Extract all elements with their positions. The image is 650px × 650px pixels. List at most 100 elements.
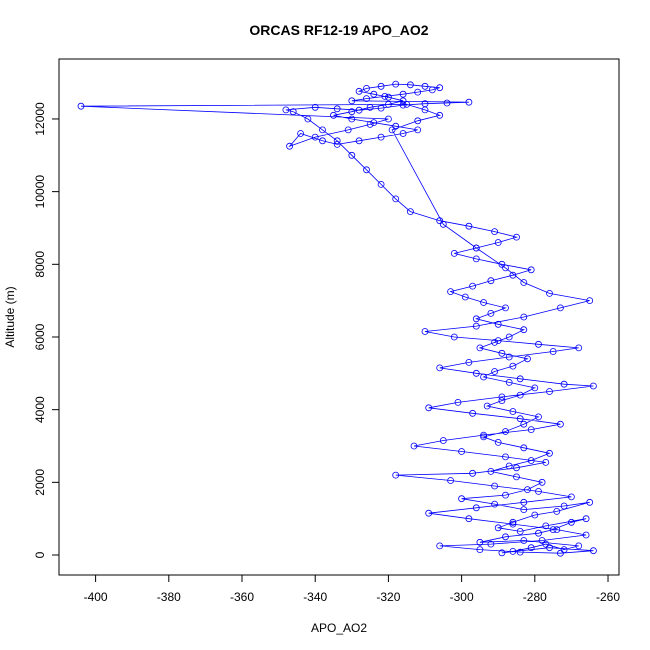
series-line — [80, 83, 594, 554]
data-point — [421, 328, 429, 335]
data-point — [520, 420, 528, 428]
data-point — [458, 495, 466, 503]
data-point — [546, 388, 553, 395]
data-point — [399, 90, 407, 98]
data-point — [447, 477, 455, 484]
data-point — [458, 448, 466, 455]
data-point — [282, 106, 290, 114]
data-point — [487, 309, 495, 317]
data-point — [472, 255, 480, 263]
data-point — [439, 220, 447, 228]
data-point — [406, 208, 414, 216]
data-point — [527, 457, 535, 464]
data-point — [494, 239, 502, 246]
data-point — [553, 526, 561, 533]
data-point — [472, 322, 480, 330]
data-point — [348, 108, 356, 116]
data-point — [498, 397, 506, 405]
data-point — [363, 95, 370, 102]
data-point — [344, 126, 352, 134]
data-point — [355, 87, 363, 95]
data-point — [505, 353, 513, 361]
data-point — [436, 364, 444, 372]
data-point — [513, 473, 520, 481]
data-point — [546, 544, 553, 552]
data-point — [487, 467, 495, 475]
y-tick-label: 10000 — [33, 175, 47, 209]
y-tick-label: 6000 — [33, 323, 47, 350]
data-point — [516, 548, 524, 556]
data-point — [531, 511, 539, 519]
data-point — [465, 222, 473, 230]
data-point — [494, 320, 502, 328]
data-point — [494, 524, 502, 532]
y-tick-label: 12000 — [33, 102, 47, 136]
data-point — [480, 299, 488, 306]
data-point — [582, 515, 590, 523]
data-point — [454, 398, 462, 406]
data-point — [586, 498, 594, 506]
data-point — [476, 538, 484, 546]
data-point — [516, 415, 524, 423]
data-point — [520, 313, 528, 321]
data-point — [436, 217, 444, 225]
data-point — [498, 393, 506, 401]
x-tick-label: -380 — [157, 590, 181, 604]
data-point — [414, 88, 422, 96]
data-point — [524, 486, 531, 494]
data-point — [509, 548, 517, 555]
data-point — [557, 304, 564, 312]
x-tick-label: -360 — [230, 590, 254, 604]
data-point — [465, 515, 473, 523]
data-point — [461, 293, 469, 301]
data-point — [502, 264, 509, 272]
data-point — [311, 103, 319, 111]
data-point — [348, 115, 356, 123]
data-point — [450, 249, 458, 257]
data-point — [388, 126, 396, 134]
data-point — [549, 526, 557, 533]
data-point — [542, 540, 550, 548]
data-point — [520, 537, 528, 544]
data-point — [363, 166, 370, 174]
data-point — [568, 518, 575, 526]
x-tick-label: -340 — [303, 590, 327, 604]
data-point — [491, 500, 499, 508]
x-axis-label: APO_AO2 — [311, 621, 367, 635]
data-point — [447, 288, 455, 296]
data-point — [399, 101, 407, 109]
data-point — [549, 348, 557, 355]
data-point — [560, 546, 568, 553]
data-point — [384, 93, 392, 101]
data-point — [531, 384, 539, 392]
data-point — [436, 84, 444, 92]
x-tick-label: -280 — [523, 590, 547, 604]
data-point — [546, 449, 553, 457]
data-point — [403, 101, 411, 108]
data-point — [333, 140, 341, 148]
data-point — [509, 520, 517, 528]
data-point — [483, 402, 491, 410]
data-point — [472, 504, 480, 512]
data-point — [286, 142, 294, 150]
data-point — [476, 546, 484, 553]
data-point — [414, 117, 422, 125]
data-point — [491, 482, 499, 490]
data-point — [527, 266, 535, 274]
data-point — [355, 137, 363, 145]
data-point — [469, 282, 477, 290]
data-point — [509, 408, 517, 415]
data-point — [516, 391, 524, 399]
data-point — [399, 130, 407, 137]
data-point — [560, 380, 568, 388]
data-point — [516, 375, 524, 383]
data-point — [465, 98, 473, 106]
data-point — [425, 404, 433, 412]
data-point — [524, 355, 531, 363]
data-point — [498, 549, 506, 557]
data-point — [476, 344, 484, 352]
data-point — [348, 97, 356, 105]
data-point — [469, 469, 477, 477]
data-point — [377, 104, 385, 112]
